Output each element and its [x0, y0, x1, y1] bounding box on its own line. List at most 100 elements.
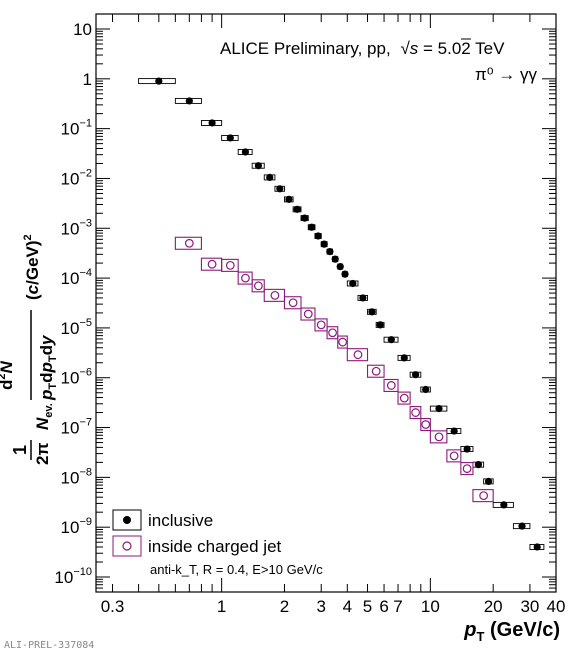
data-point — [500, 501, 508, 509]
data-point — [450, 427, 458, 435]
data-point — [399, 393, 409, 403]
x-tick-label: 10 — [421, 597, 440, 616]
data-point — [449, 451, 459, 461]
data-point — [155, 77, 163, 85]
data-point — [341, 270, 349, 278]
svg-text:d2N: d2N — [0, 360, 16, 390]
series-inside-charged-jet — [174, 236, 494, 503]
plot-border — [95, 13, 557, 593]
process-label: π⁰ → γγ — [475, 65, 537, 84]
data-point-syst-box — [251, 279, 265, 293]
data-point-syst-box — [409, 405, 422, 420]
data-point — [285, 195, 293, 203]
data-point — [421, 420, 431, 429]
data-point — [316, 320, 326, 330]
data-point — [276, 185, 284, 193]
data-point — [266, 173, 274, 181]
x-tick-label: 20 — [484, 597, 503, 616]
data-point — [400, 354, 408, 362]
x-axis-title: pT (GeV/c) — [463, 619, 560, 644]
legend: inclusive inside charged jet anti-k_T, R… — [112, 509, 323, 577]
data-point-syst-box — [300, 307, 316, 321]
data-point-syst-box — [429, 430, 448, 444]
data-point — [303, 309, 313, 319]
y-axis-title: 1 2π Nev. d2N pTdpTdy (c/GeV)2 — [0, 234, 59, 465]
data-point — [422, 385, 430, 394]
legend-entry-inside-jet: inside charged jet — [112, 535, 282, 557]
data-point — [463, 445, 471, 453]
data-point — [184, 238, 194, 248]
data-point-syst-box — [174, 236, 202, 250]
data-point-syst-box — [283, 296, 302, 310]
plot-frame — [95, 13, 557, 593]
x-tick-label: 5 — [363, 597, 372, 616]
y-tick-label: 10−4 — [61, 267, 92, 288]
data-point — [434, 432, 444, 442]
data-point — [336, 263, 344, 271]
y-tick-labels: 10 1 10−1 10−2 10−3 10−4 10−5 10−6 10−7 10−8 10−9 1… — [54, 20, 92, 587]
svg-text:pTdpTdy: pTdpTdy — [37, 334, 59, 401]
data-point-syst-box — [314, 318, 328, 332]
y-tick-label: 10−8 — [61, 466, 92, 487]
x-tick-labels: 0.3 1 2 3 4 5 6 7 10 20 30 40 — [101, 597, 566, 616]
legend-entry-inclusive: inclusive — [112, 509, 213, 531]
data-point-syst-box — [237, 271, 253, 285]
data-point-syst-box — [263, 288, 286, 302]
data-point-syst-box — [383, 378, 399, 392]
y-tick-label: 1 — [83, 70, 92, 89]
series-inclusive — [138, 77, 545, 551]
data-point — [241, 148, 250, 156]
data-point — [314, 232, 322, 240]
data-series — [138, 77, 545, 551]
svg-text:inclusive: inclusive — [148, 511, 213, 530]
y-tick-label: 10−6 — [61, 367, 92, 388]
data-point — [387, 336, 395, 344]
y-tick-label: 10−1 — [61, 118, 92, 139]
data-point-syst-box — [366, 364, 385, 378]
svg-text:inside charged jet: inside charged jet — [148, 537, 282, 556]
svg-text:(c/GeV)2: (c/GeV)2 — [22, 234, 42, 300]
axis-ticks — [96, 13, 557, 593]
data-point — [411, 408, 421, 417]
data-point-syst-box — [326, 326, 339, 340]
data-point-syst-box — [397, 391, 411, 405]
data-point — [254, 162, 263, 170]
data-point — [359, 294, 367, 302]
x-tick-label: 2 — [280, 597, 289, 616]
x-tick-label: 40 — [547, 597, 566, 616]
data-point — [308, 223, 316, 231]
data-point-syst-box — [337, 335, 348, 349]
data-point — [254, 281, 263, 291]
data-point — [462, 464, 472, 473]
x-tick-label: 6 — [379, 597, 388, 616]
data-point-syst-box — [460, 462, 474, 476]
data-point — [479, 491, 489, 501]
y-tick-label: 10−10 — [54, 566, 92, 587]
data-point — [225, 260, 235, 270]
data-point — [533, 543, 541, 551]
data-point — [368, 308, 376, 316]
svg-text:1: 1 — [10, 445, 30, 455]
data-point — [474, 461, 483, 469]
x-tick-label: 1 — [217, 597, 226, 616]
data-point — [328, 328, 337, 338]
preliminary-id: ALI-PREL-337084 — [4, 640, 94, 651]
data-point — [376, 321, 384, 329]
data-point — [371, 366, 381, 376]
y-tick-label: 10−2 — [61, 167, 92, 188]
legend-note: anti-k_T, R = 0.4, E>10 GeV/c — [150, 562, 323, 577]
data-point — [208, 119, 216, 127]
data-point — [241, 273, 250, 283]
data-point — [412, 371, 420, 379]
data-point — [484, 477, 493, 485]
data-point-syst-box — [446, 449, 462, 463]
data-point-syst-box — [472, 489, 494, 503]
data-point — [185, 97, 193, 105]
data-point — [301, 214, 309, 222]
data-point — [270, 290, 280, 300]
x-tick-label: 0.3 — [101, 597, 125, 616]
y-tick-label: 10−7 — [61, 417, 92, 438]
data-point — [331, 255, 339, 263]
svg-text:Nev.: Nev. — [33, 403, 55, 430]
